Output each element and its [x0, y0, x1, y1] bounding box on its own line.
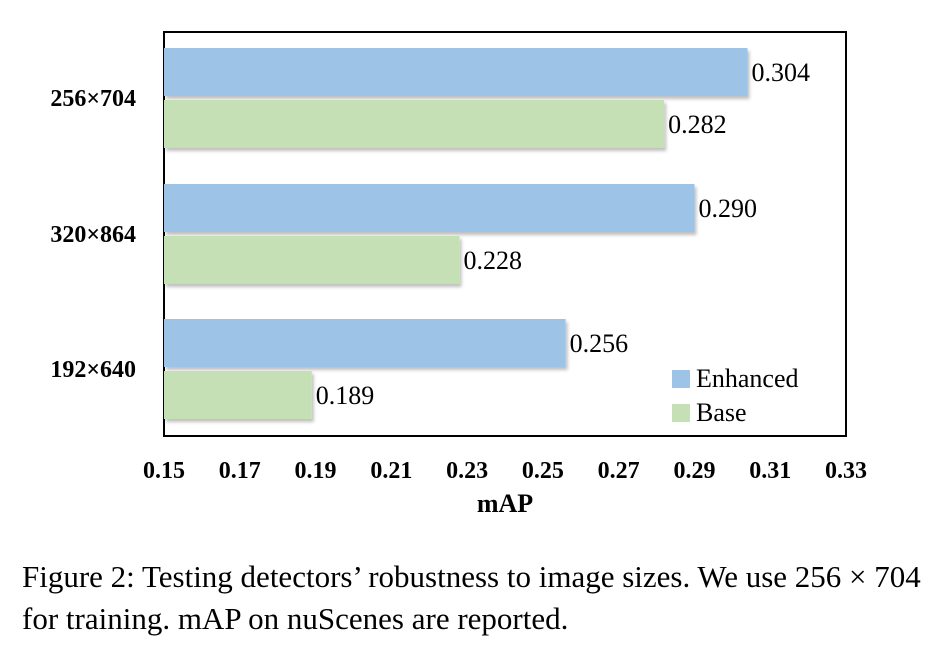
category-label-1: 320×864	[50, 222, 136, 248]
plot-frame	[163, 31, 847, 437]
legend-label-enhanced: Enhanced	[696, 364, 799, 393]
bar-base-0	[164, 100, 665, 148]
bar-base-2	[164, 371, 312, 419]
data-label-enhanced-2: 0.256	[570, 329, 629, 358]
x-tick-label-7: 0.29	[673, 458, 715, 484]
x-tick-label-4: 0.23	[446, 458, 488, 484]
data-label-enhanced-0: 0.304	[751, 58, 810, 87]
bar-enhanced-1	[164, 184, 695, 232]
bar-enhanced-2	[164, 319, 566, 367]
category-label-0: 256×704	[50, 86, 136, 112]
x-tick-label-6: 0.27	[598, 458, 640, 484]
bar-base-1	[164, 236, 460, 284]
data-label-enhanced-1: 0.290	[698, 194, 757, 223]
x-tick-label-3: 0.21	[370, 458, 412, 484]
x-tick-label-8: 0.31	[749, 458, 791, 484]
legend: Enhanced Base	[672, 364, 799, 427]
category-label-2: 192×640	[50, 357, 136, 383]
data-label-base-0: 0.282	[668, 110, 727, 139]
x-tick-label-1: 0.17	[219, 458, 261, 484]
data-label-base-1: 0.228	[464, 246, 523, 275]
legend-label-base: Base	[696, 398, 747, 427]
x-axis-title: mAP	[477, 489, 533, 518]
legend-swatch-enhanced	[672, 370, 690, 388]
x-tick-label-5: 0.25	[522, 458, 564, 484]
figure-caption: Figure 2: Testing detectors’ robustness …	[22, 559, 921, 636]
x-tick-label-0: 0.15	[143, 458, 185, 484]
x-tick-label-2: 0.19	[295, 458, 337, 484]
data-label-base-2: 0.189	[316, 381, 375, 410]
x-tick-label-9: 0.33	[825, 458, 867, 484]
legend-swatch-base	[672, 404, 690, 422]
bar-chart: 0.304 0.282 0.290 0.228 0.256 0.189 256×704 32…	[50, 31, 867, 518]
bar-enhanced-0	[164, 48, 748, 96]
